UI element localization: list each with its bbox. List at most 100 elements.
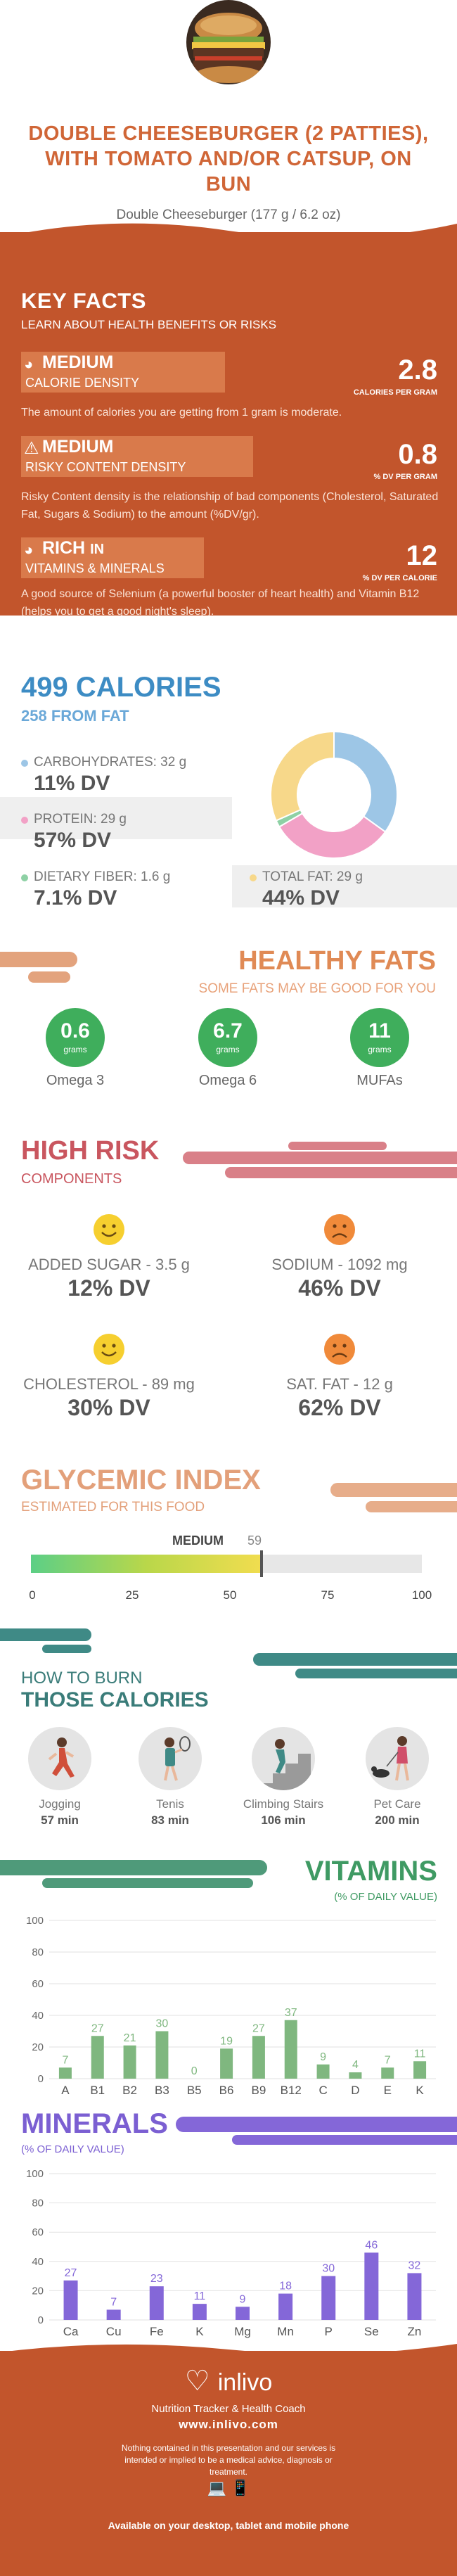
- x-tick-label-Se: Se: [364, 2325, 379, 2338]
- decor-stripe: [42, 1878, 253, 1888]
- calorie-density-unit: CALORIES PER GRAM: [353, 388, 437, 397]
- data-label-B1: 27: [91, 2022, 104, 2034]
- x-tick-label-D: D: [351, 2084, 359, 2097]
- wave-divider: [0, 2344, 457, 2364]
- vitamins-bar-chart: 0 20 40 60 80 100 7 A 27 B1 21 B2 30 B3 0 B5 19 B6 27 B9 37 B…: [26, 1915, 436, 2097]
- scale-tick-label: 25: [125, 1588, 139, 1602]
- availability-text: Available on your desktop, tablet and mo…: [108, 2520, 349, 2531]
- macro-donut-chart: [270, 730, 398, 859]
- mufa-label: MUFAs: [356, 1073, 403, 1088]
- calories-from-fat: 258 FROM FAT: [21, 707, 129, 725]
- y-tick-label: 100: [26, 2168, 44, 2180]
- protein-label: PROTEIN: 29 g: [34, 812, 127, 827]
- x-tick-label-Mg: Mg: [234, 2325, 251, 2338]
- gauge-icon: ◕: [24, 541, 34, 559]
- x-tick-label-B2: B2: [122, 2084, 137, 2097]
- jogging-label: Jogging: [39, 1797, 81, 1811]
- y-tick-label: 40: [32, 2010, 44, 2022]
- high-risk-title: HIGH RISK: [21, 1136, 160, 1166]
- scale-tick-label: 0: [29, 1588, 36, 1602]
- bar-Zn: [407, 2273, 422, 2320]
- vitamins-minerals-level: RICH: [42, 538, 86, 558]
- carbs-dv: 11% DV: [34, 772, 110, 795]
- decor-stripe: [253, 1653, 457, 1666]
- bar-B6: [220, 2048, 233, 2079]
- y-tick-label: 80: [32, 1946, 44, 1958]
- bar-A: [58, 2067, 72, 2079]
- y-tick-label: 60: [32, 1978, 44, 1990]
- high-risk-subtitle: COMPONENTS: [21, 1171, 122, 1187]
- fiber-label: DIETARY FIBER: 1.6 g: [34, 869, 171, 884]
- calories-section: 499 CALORIES 258 FROM FAT CARBOHYDRATES:…: [0, 616, 457, 946]
- vitamins-title: VITAMINS: [304, 1856, 437, 1887]
- minerals-subtitle: (% OF DAILY VALUE): [21, 2143, 124, 2155]
- mufa-value: 11: [368, 1019, 391, 1042]
- decor-stripe: [366, 1501, 457, 1512]
- vitamins-section: VITAMINS (% OF DAILY VALUE) 0 20 40 60 80 100…: [0, 1843, 457, 2107]
- omega6-label: Omega 6: [198, 1073, 257, 1088]
- decor-stripe: [225, 1167, 457, 1178]
- carbs-label: CARBOHYDRATES: 32 g: [34, 755, 187, 770]
- vitamins-minerals-badge: ◕ RICH IN VITAMINS & MINERALS: [21, 537, 204, 578]
- calorie-density-description: The amount of calories you are getting f…: [21, 407, 342, 419]
- bar-K: [192, 2304, 207, 2320]
- data-label-D: 4: [352, 2059, 359, 2071]
- data-label-Mg: 9: [240, 2293, 246, 2305]
- bar-B1: [91, 2036, 104, 2079]
- brand-url[interactable]: www.inlivo.com: [179, 2418, 278, 2431]
- data-label-K: 11: [194, 2290, 206, 2302]
- burn-calories-section: HOW TO BURN THOSE CALORIES Jogging 57 mi…: [0, 1625, 457, 1836]
- happy-face-icon: [94, 1334, 124, 1365]
- x-tick-label-C: C: [318, 2084, 327, 2097]
- x-tick-label-K: K: [416, 2084, 424, 2097]
- brand-tagline: Nutrition Tracker & Health Coach: [151, 2403, 306, 2415]
- scale-tick-label: 100: [411, 1588, 432, 1602]
- key-facts-subtitle: LEARN ABOUT HEALTH BENEFITS OR RISKS: [21, 318, 277, 331]
- calorie-density-label: CALORIE DENSITY: [25, 376, 140, 390]
- donut-slice-total-fat: [270, 730, 335, 822]
- healthy-fats-subtitle: SOME FATS MAY BE GOOD FOR YOU: [198, 981, 436, 996]
- sodium-label: SODIUM - 1092 mg: [271, 1256, 408, 1273]
- data-label-Se: 46: [365, 2239, 378, 2251]
- decor-stripe: [42, 1645, 91, 1653]
- healthy-fats-title: HEALTHY FATS: [238, 946, 436, 976]
- x-tick-label-K: K: [195, 2325, 204, 2338]
- omega3-unit: grams: [63, 1045, 87, 1054]
- omega6-circle: 6.7 grams: [198, 1008, 257, 1067]
- x-tick-label-B9: B9: [252, 2084, 266, 2097]
- bar-D: [349, 2072, 362, 2079]
- glycemic-marker: [260, 1550, 264, 1577]
- data-label-Zn: 32: [408, 2259, 421, 2271]
- fiber-legend-dot: [21, 874, 28, 881]
- high-risk-section: HIGH RISK COMPONENTS ADDED SUGAR - 3.5 g…: [0, 1136, 457, 1449]
- vitamins-minerals-description: A good source of Selenium (a powerful bo…: [21, 588, 420, 618]
- carbs-legend-dot: [21, 760, 28, 767]
- decor-stripe: [28, 971, 70, 983]
- data-label-P: 30: [322, 2263, 335, 2275]
- pet-care-time: 200 min: [375, 1813, 420, 1827]
- decor-stripe: [176, 2117, 457, 2132]
- header: DOUBLE CHEESEBURGER (2 PATTIES), WITH TO…: [0, 0, 457, 232]
- x-tick-label-B6: B6: [219, 2084, 234, 2097]
- data-label-Mn: 18: [279, 2281, 292, 2293]
- risky-content-level: MEDIUM: [42, 437, 114, 457]
- data-label-B3: 30: [156, 2018, 169, 2030]
- vitamins-minerals-level-suffix: IN: [90, 542, 105, 557]
- bar-E: [381, 2067, 394, 2079]
- jogging-icon: [28, 1727, 91, 1790]
- calorie-density-level: MEDIUM: [42, 352, 114, 372]
- x-tick-label-Ca: Ca: [63, 2325, 79, 2338]
- glycemic-level: MEDIUM: [172, 1534, 224, 1548]
- scale-tick-label: 75: [321, 1588, 335, 1602]
- decor-stripe: [0, 1860, 267, 1875]
- serving-size: Double Cheeseburger (177 g / 6.2 oz): [116, 208, 341, 222]
- wave-divider: [0, 223, 457, 245]
- bar-Se: [364, 2252, 379, 2320]
- stairs-icon: [252, 1727, 315, 1790]
- y-tick-label: 0: [38, 2073, 44, 2085]
- data-label-K: 11: [414, 2048, 426, 2060]
- total-fat-dv: 44% DV: [262, 886, 340, 910]
- x-tick-label-B12: B12: [281, 2084, 302, 2097]
- omega3-value: 0.6: [60, 1019, 90, 1042]
- mufa-unit: grams: [368, 1045, 392, 1054]
